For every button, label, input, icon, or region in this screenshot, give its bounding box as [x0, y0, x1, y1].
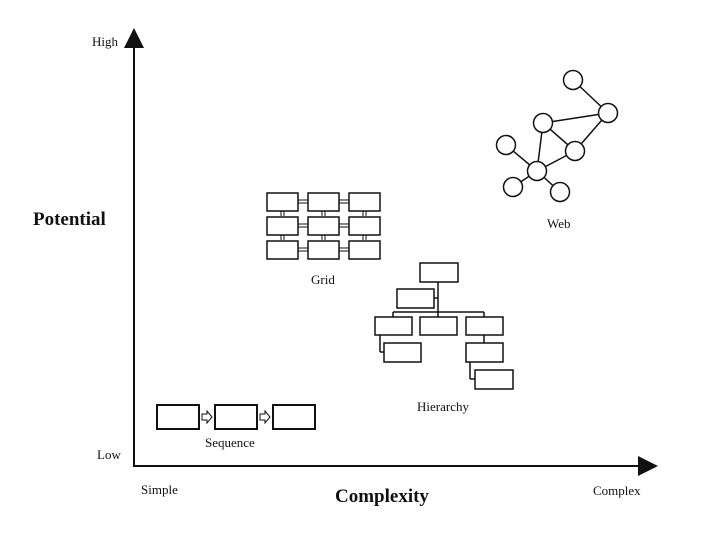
grid-cell	[348, 192, 381, 212]
y-axis-low-label: Low	[97, 447, 121, 462]
web-node	[562, 69, 584, 91]
web-node	[532, 112, 554, 134]
grid-cell	[266, 216, 299, 236]
grid-cell	[307, 192, 340, 212]
hierarchy-node	[419, 316, 458, 336]
x-axis-title: Complexity	[335, 486, 429, 507]
grid-diagram	[266, 192, 381, 260]
web-node	[549, 181, 571, 203]
x-axis-simple-label: Simple	[141, 482, 178, 497]
hierarchy-node	[383, 342, 422, 363]
sequence-box-1	[156, 404, 200, 430]
web-diagram	[495, 69, 619, 203]
sequence-label: Sequence	[205, 435, 255, 450]
grid-cell	[307, 240, 340, 260]
grid-cell	[266, 192, 299, 212]
sequence-box-2	[214, 404, 258, 430]
web-node	[597, 102, 619, 124]
grid-cell	[307, 216, 340, 236]
grid-label: Grid	[311, 272, 335, 287]
grid-cell	[348, 240, 381, 260]
grid-cell	[348, 216, 381, 236]
web-node	[495, 134, 517, 156]
web-node	[502, 176, 524, 198]
hierarchy-label: Hierarchy	[417, 399, 469, 414]
hierarchy-node	[465, 316, 504, 336]
sequence-arrow-1	[201, 409, 213, 425]
hierarchy-node	[465, 342, 504, 363]
web-node	[564, 140, 586, 162]
x-axis-complex-label: Complex	[593, 483, 641, 498]
web-node	[526, 160, 548, 182]
sequence-diagram	[156, 404, 316, 430]
y-axis-title: Potential	[33, 209, 106, 230]
hierarchy-node	[396, 288, 435, 309]
hierarchy-diagram	[374, 262, 514, 390]
sequence-box-3	[272, 404, 316, 430]
hierarchy-node	[474, 369, 514, 390]
hierarchy-node	[419, 262, 459, 283]
sequence-arrow-2	[259, 409, 271, 425]
web-label: Web	[547, 216, 571, 231]
y-axis-high-label: High	[92, 34, 118, 49]
grid-cell	[266, 240, 299, 260]
hierarchy-node	[374, 316, 413, 336]
